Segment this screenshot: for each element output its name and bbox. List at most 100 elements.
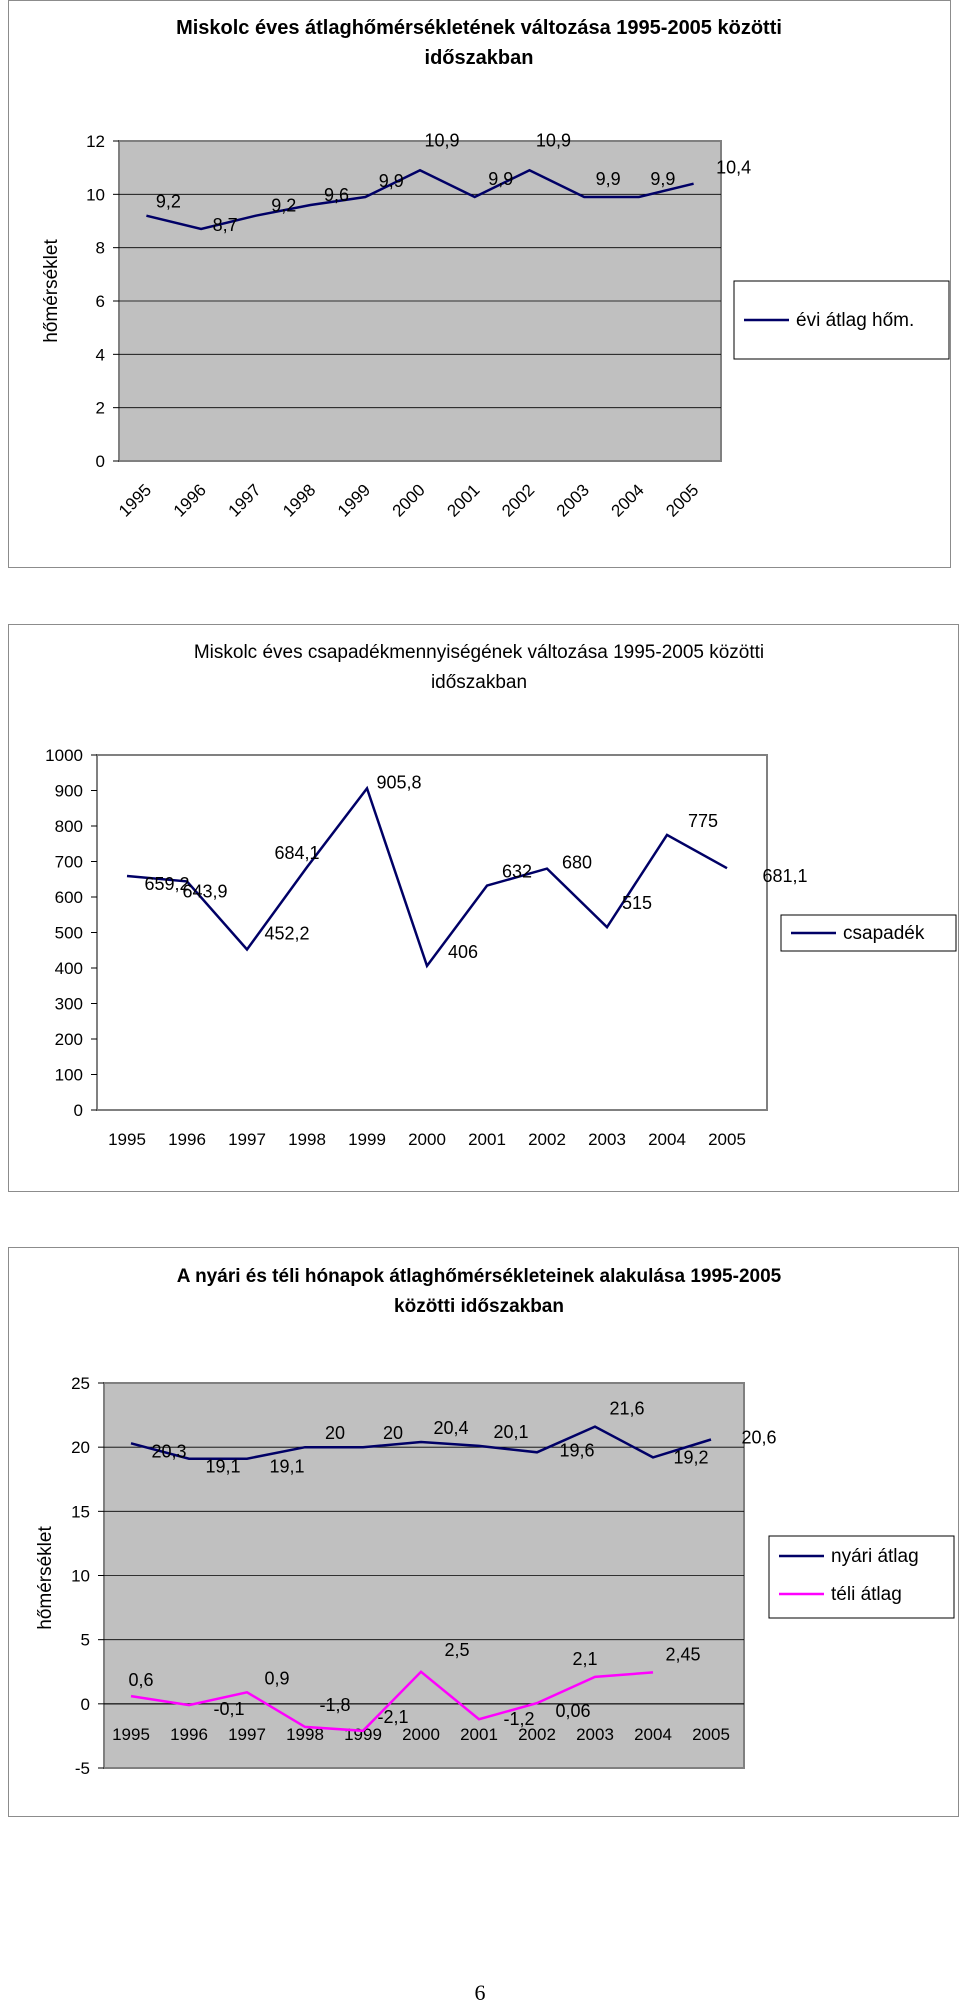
- y-tick-label: 300: [55, 995, 83, 1014]
- y-tick-label: 2: [96, 399, 105, 418]
- data-label: -1,2: [503, 1709, 534, 1729]
- data-label: 452,2: [264, 923, 309, 943]
- x-tick-label: 1999: [348, 1130, 386, 1149]
- data-label: 20,1: [493, 1422, 528, 1442]
- data-label: 20,3: [151, 1441, 186, 1461]
- legend-label: nyári átlag: [831, 1546, 919, 1567]
- x-tick-label: 2004: [608, 480, 648, 520]
- y-tick-label: 4: [96, 345, 105, 364]
- data-label: 2,5: [444, 1640, 469, 1660]
- x-tick-label: 2000: [408, 1130, 446, 1149]
- data-label: 21,6: [609, 1399, 644, 1419]
- data-label: 9,2: [271, 196, 296, 216]
- y-tick-label: 900: [55, 782, 83, 801]
- temperature-chart: Miskolc éves átlaghőmérsékletének változ…: [8, 0, 951, 568]
- data-label: 0,6: [128, 1670, 153, 1690]
- y-tick-label: 0: [74, 1101, 83, 1120]
- series-line-secondary: [130, 1670, 654, 1733]
- y-tick-label: 1000: [45, 746, 83, 765]
- x-tick-label: 1998: [286, 1725, 324, 1744]
- data-label: 20: [383, 1423, 403, 1443]
- page-number: 6: [474, 1980, 486, 2005]
- x-tick-label: 2001: [460, 1725, 498, 1744]
- x-tick-label: 1995: [108, 1130, 146, 1149]
- x-tick-label: 1995: [112, 1725, 150, 1744]
- data-label: -2,1: [377, 1707, 408, 1727]
- chart-title-line: A nyári és téli hónapok átlaghőmérséklet…: [177, 1266, 782, 1287]
- y-tick-label: 15: [71, 1502, 90, 1521]
- x-tick-label: 2000: [389, 480, 429, 520]
- data-label: 9,9: [596, 169, 621, 189]
- series-line-primary: [126, 785, 728, 969]
- x-tick-label: 1998: [288, 1130, 326, 1149]
- data-label: 2,1: [572, 1649, 597, 1669]
- data-label: 680: [562, 853, 592, 873]
- data-label: 20,6: [741, 1427, 776, 1447]
- x-tick-label: 2003: [553, 480, 593, 520]
- x-tick-label: 2004: [648, 1130, 686, 1149]
- x-tick-label: 1997: [224, 480, 264, 520]
- y-axis-label: hőmérséklet: [41, 239, 62, 343]
- data-label: 19,1: [269, 1457, 304, 1477]
- plot-area: [96, 754, 768, 1111]
- x-tick-label: 2005: [708, 1130, 746, 1149]
- data-label: 632: [502, 862, 532, 882]
- y-tick-label: 10: [86, 185, 105, 204]
- legend-label: csapadék: [843, 923, 925, 944]
- chart-title-line: közötti időszakban: [394, 1296, 564, 1317]
- data-label: 10,4: [716, 158, 751, 178]
- x-tick-label: 2001: [443, 480, 483, 520]
- y-tick-label: 20: [71, 1438, 90, 1457]
- data-label: 659,2: [144, 874, 189, 894]
- x-tick-label: 1997: [228, 1725, 266, 1744]
- x-tick-label: 1995: [115, 480, 155, 520]
- data-label: 643,9: [182, 881, 227, 901]
- data-label: 406: [448, 942, 478, 962]
- y-tick-label: 6: [96, 292, 105, 311]
- series-line-primary: [130, 1425, 712, 1460]
- data-label: 9,6: [324, 185, 349, 205]
- data-label: -1,8: [319, 1695, 350, 1715]
- series-line-primary: [146, 168, 694, 231]
- legend-label: téli átlag: [831, 1584, 902, 1605]
- precipitation-chart-svg: Miskolc éves csapadékmennyiségének válto…: [45, 642, 957, 1149]
- chart-title-line: időszakban: [425, 47, 534, 69]
- data-label: 20,4: [433, 1418, 468, 1438]
- y-tick-label: 200: [55, 1030, 83, 1049]
- x-tick-label: 1996: [168, 1130, 206, 1149]
- temperature-chart-svg: Miskolc éves átlaghőmérsékletének változ…: [41, 17, 950, 521]
- seasonal-temperature-chart-svg: A nyári és téli hónapok átlaghőmérséklet…: [35, 1266, 955, 1778]
- x-tick-label: 2005: [692, 1725, 730, 1744]
- data-label: 19,6: [559, 1440, 594, 1460]
- y-tick-label: 500: [55, 924, 83, 943]
- data-label: 684,1: [274, 843, 319, 863]
- y-tick-label: 12: [86, 132, 105, 151]
- data-label: 9,9: [650, 169, 675, 189]
- x-tick-label: 1996: [170, 1725, 208, 1744]
- y-tick-label: 700: [55, 853, 83, 872]
- y-tick-label: 0: [81, 1695, 90, 1714]
- y-tick-label: 10: [71, 1567, 90, 1586]
- data-label: 905,8: [376, 772, 421, 792]
- data-label: 10,9: [536, 130, 571, 150]
- y-tick-label: 600: [55, 888, 83, 907]
- y-tick-label: 100: [55, 1066, 83, 1085]
- y-tick-label: -5: [75, 1759, 90, 1778]
- x-tick-label: 1999: [334, 480, 374, 520]
- data-label: 0,06: [555, 1701, 590, 1721]
- x-tick-label: 2001: [468, 1130, 506, 1149]
- y-axis-label: hőmérséklet: [35, 1526, 56, 1630]
- y-tick-label: 0: [96, 452, 105, 471]
- data-label: -0,1: [213, 1699, 244, 1719]
- y-tick-label: 25: [71, 1374, 90, 1393]
- data-label: 681,1: [762, 866, 807, 886]
- data-label: 0,9: [264, 1668, 289, 1688]
- x-tick-label: 2003: [576, 1725, 614, 1744]
- y-tick-label: 8: [96, 239, 105, 258]
- data-label: 775: [688, 811, 718, 831]
- y-tick-label: 400: [55, 959, 83, 978]
- y-tick-label: 5: [81, 1631, 90, 1650]
- chart-title-line: Miskolc éves csapadékmennyiségének válto…: [194, 642, 764, 663]
- data-label: 2,45: [665, 1644, 700, 1664]
- data-label: 9,2: [156, 192, 181, 212]
